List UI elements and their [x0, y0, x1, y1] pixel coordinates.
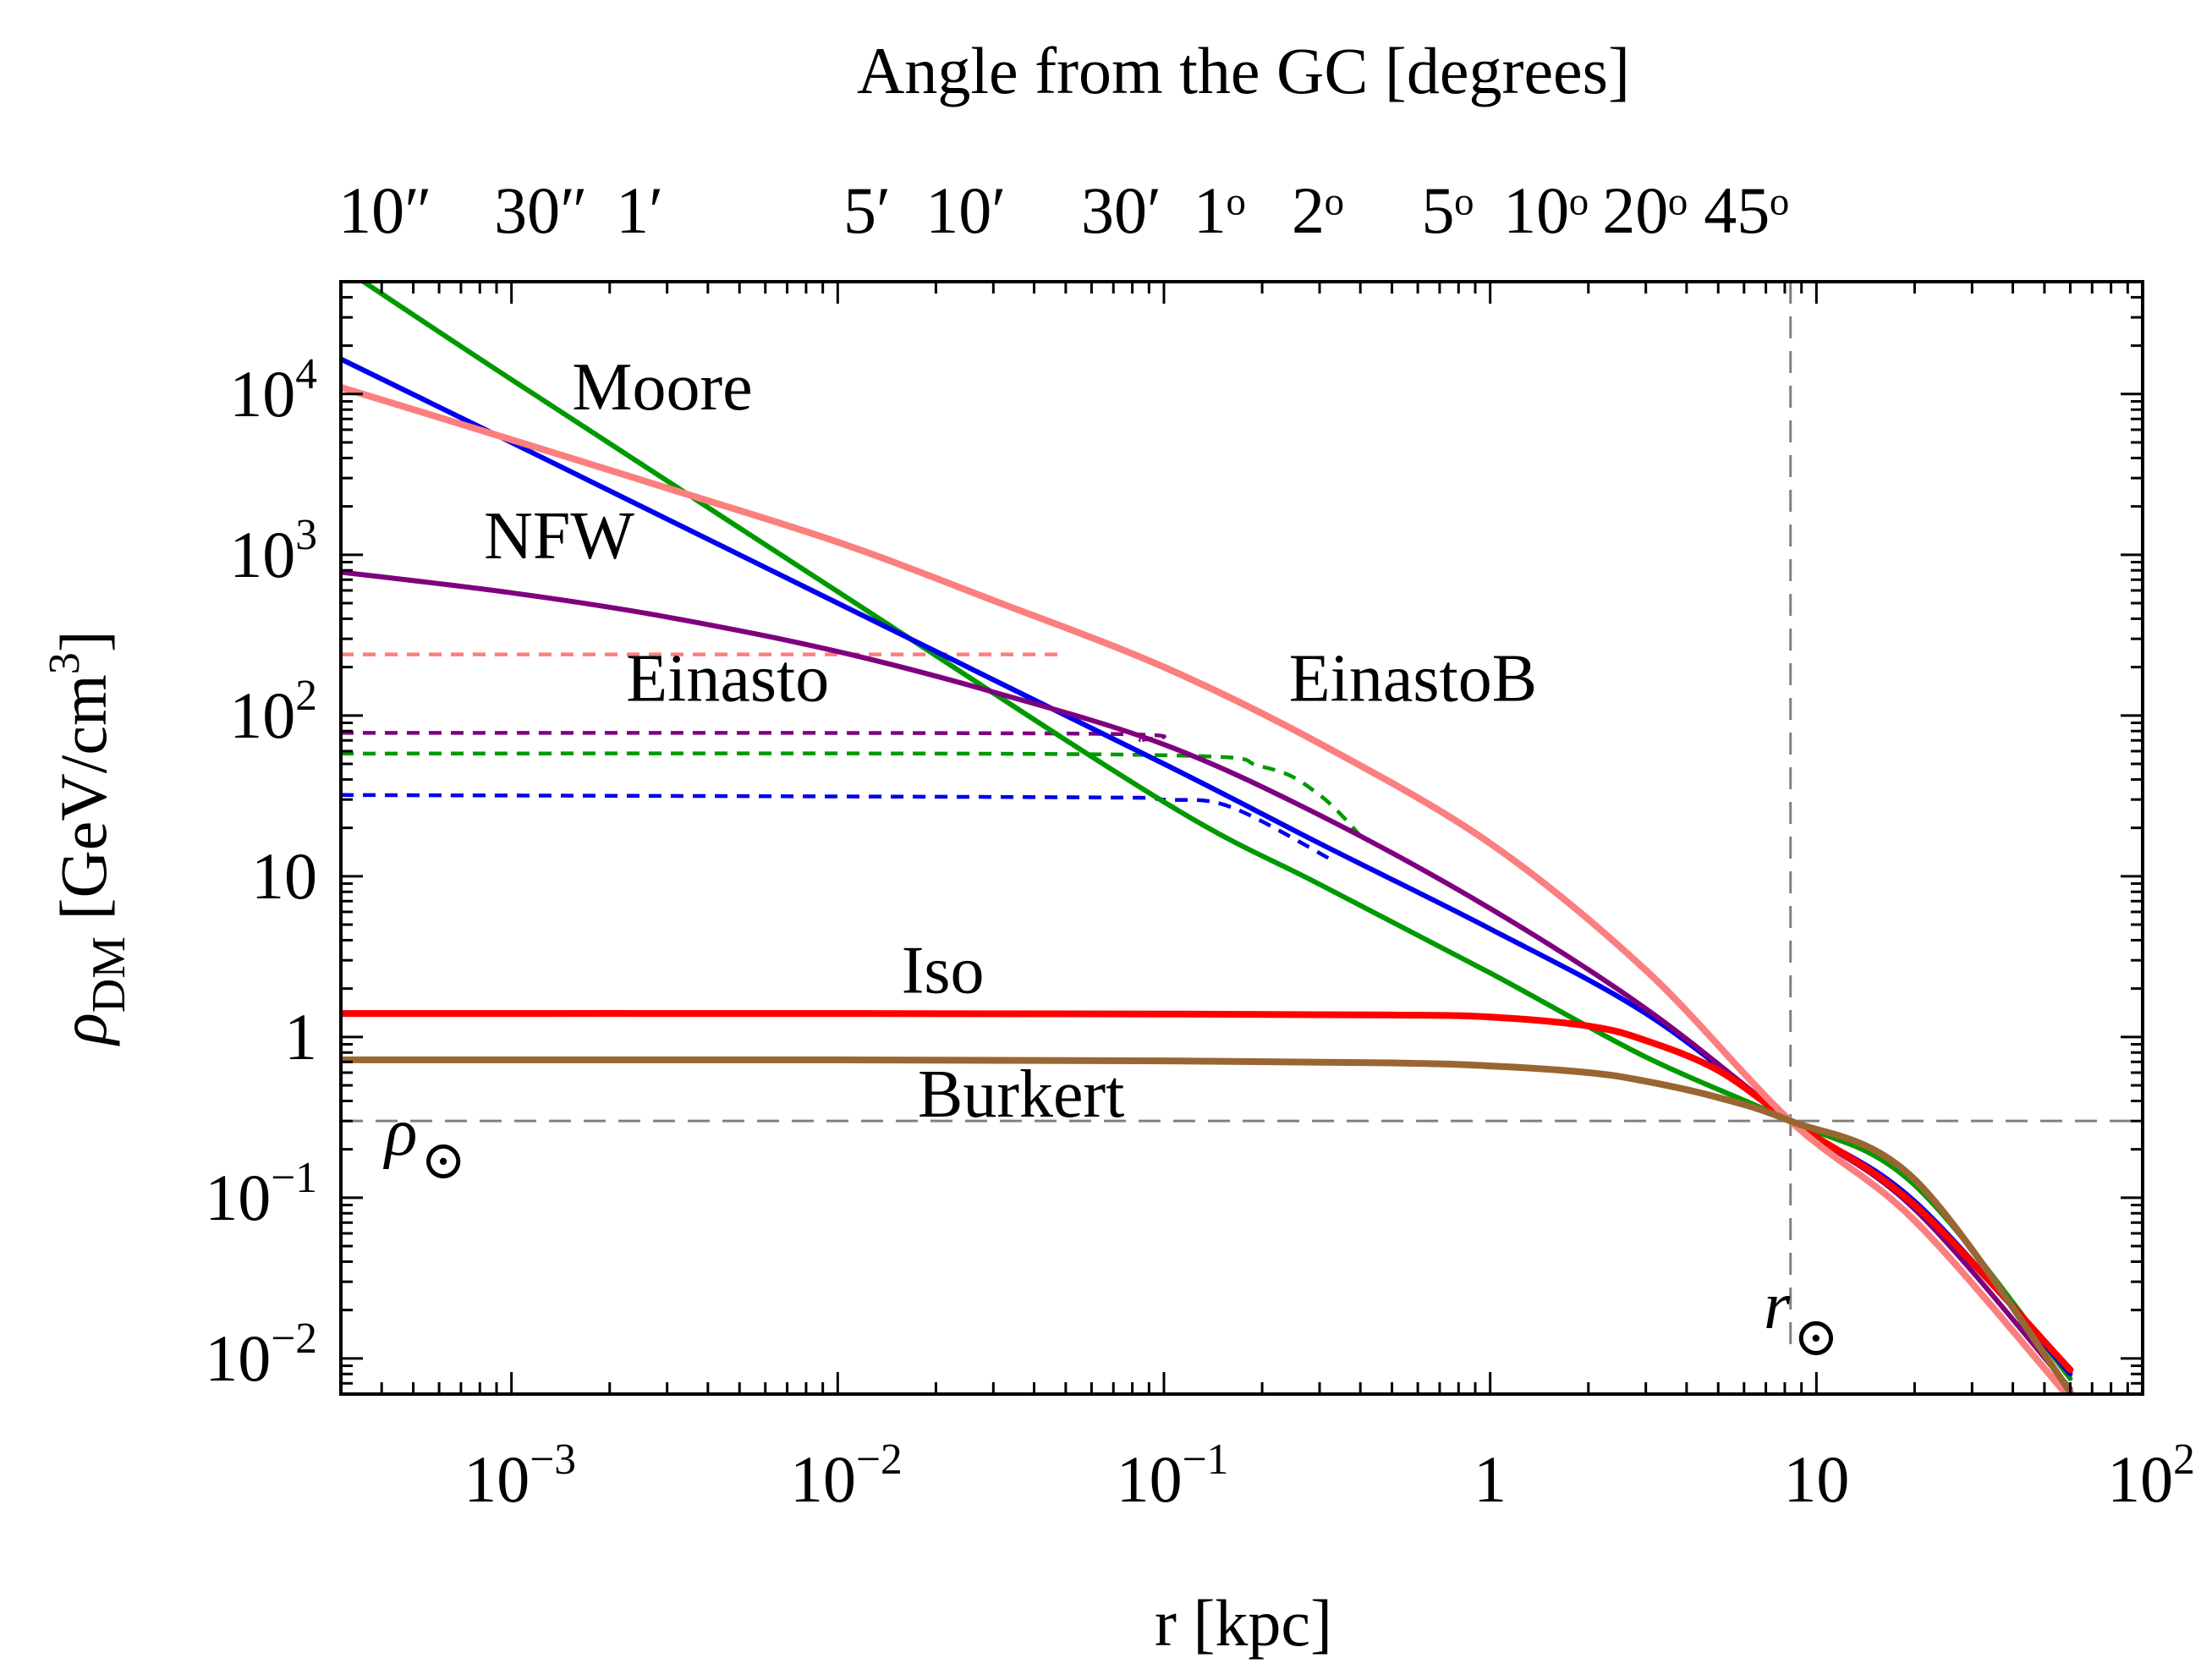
- x-tick-label: 10−2: [790, 1436, 903, 1516]
- x-tick-label: 10: [1783, 1442, 1849, 1516]
- angle-tick-label: 1′: [616, 173, 663, 247]
- series-labels: Moore NFW Einasto EinastoB Iso Burkert: [484, 350, 1537, 1132]
- moore-label: Moore: [572, 350, 752, 425]
- angle-tick-label: 1ᵒ: [1194, 173, 1245, 247]
- profile-curves: [341, 282, 2074, 1394]
- burkert-label: Burkert: [918, 1057, 1124, 1132]
- y-tick-label: 103: [229, 511, 317, 591]
- angle-tick-label: 2ᵒ: [1292, 173, 1343, 247]
- nfw-label: NFW: [484, 499, 634, 574]
- x-tick-label: 1: [1474, 1442, 1507, 1516]
- burkert-curve: [341, 1056, 2074, 1394]
- axis-ticks: [339, 280, 2144, 1396]
- rho-sun-label: ρ⊙: [382, 1095, 466, 1190]
- nfw-core-curve: [341, 793, 1335, 863]
- iso-curve: [341, 1010, 2074, 1374]
- einasto-core-curve: [341, 731, 1166, 743]
- x-tick-labels: 10−3 10−2 10−1 1 10 102: [464, 1436, 2195, 1516]
- angle-tick-labels: 10″ 30″ 1′ 5′ 10′ 30′ 1ᵒ 2ᵒ 5ᵒ 10ᵒ 20ᵒ 45ᵒ: [338, 173, 1789, 247]
- cored-profile-curves: [341, 652, 1369, 863]
- einastob-curve: [341, 383, 2071, 1394]
- angle-tick-label: 10′: [925, 173, 1006, 247]
- y-axis-title: ρDM [GeV/cm3]: [41, 630, 135, 1046]
- x-axis-title: r [kpc]: [1155, 1586, 1332, 1660]
- y-tick-label: 104: [229, 350, 317, 431]
- angle-tick-label: 5ᵒ: [1421, 173, 1473, 247]
- solar-reference-lines: [341, 282, 2143, 1346]
- angle-tick-label: 20ᵒ: [1602, 173, 1687, 247]
- y-tick-label: 10−2: [205, 1315, 317, 1395]
- y-tick-label: 10−1: [205, 1154, 317, 1234]
- y-tick-label: 102: [229, 672, 317, 752]
- y-tick-label: 10: [251, 839, 317, 913]
- plot-frame: [339, 280, 2144, 1396]
- moore-curve: [359, 282, 2073, 1381]
- angle-tick-label: 10″: [338, 173, 432, 247]
- angle-tick-label: 30″: [494, 173, 588, 247]
- x-tick-label: 102: [2107, 1436, 2195, 1516]
- y-tick-labels: 10−2 10−1 1 10 102 103 104: [205, 350, 317, 1395]
- iso-label: Iso: [902, 934, 985, 1008]
- r-sun-label: r⊙: [1764, 1269, 1839, 1367]
- angle-tick-label: 5′: [843, 173, 891, 247]
- einastob-label: EinastoB: [1289, 642, 1537, 716]
- x-tick-label: 10−1: [1117, 1436, 1229, 1516]
- top-axis-title: Angle from the GC [degrees]: [857, 34, 1630, 107]
- y-tick-label: 1: [284, 1000, 317, 1073]
- x-tick-label: 10−3: [464, 1436, 576, 1516]
- angle-tick-label: 10ᵒ: [1503, 173, 1588, 247]
- angle-tick-label: 45ᵒ: [1704, 173, 1788, 247]
- angle-tick-label: 30′: [1081, 173, 1161, 247]
- einasto-label: Einasto: [626, 642, 829, 716]
